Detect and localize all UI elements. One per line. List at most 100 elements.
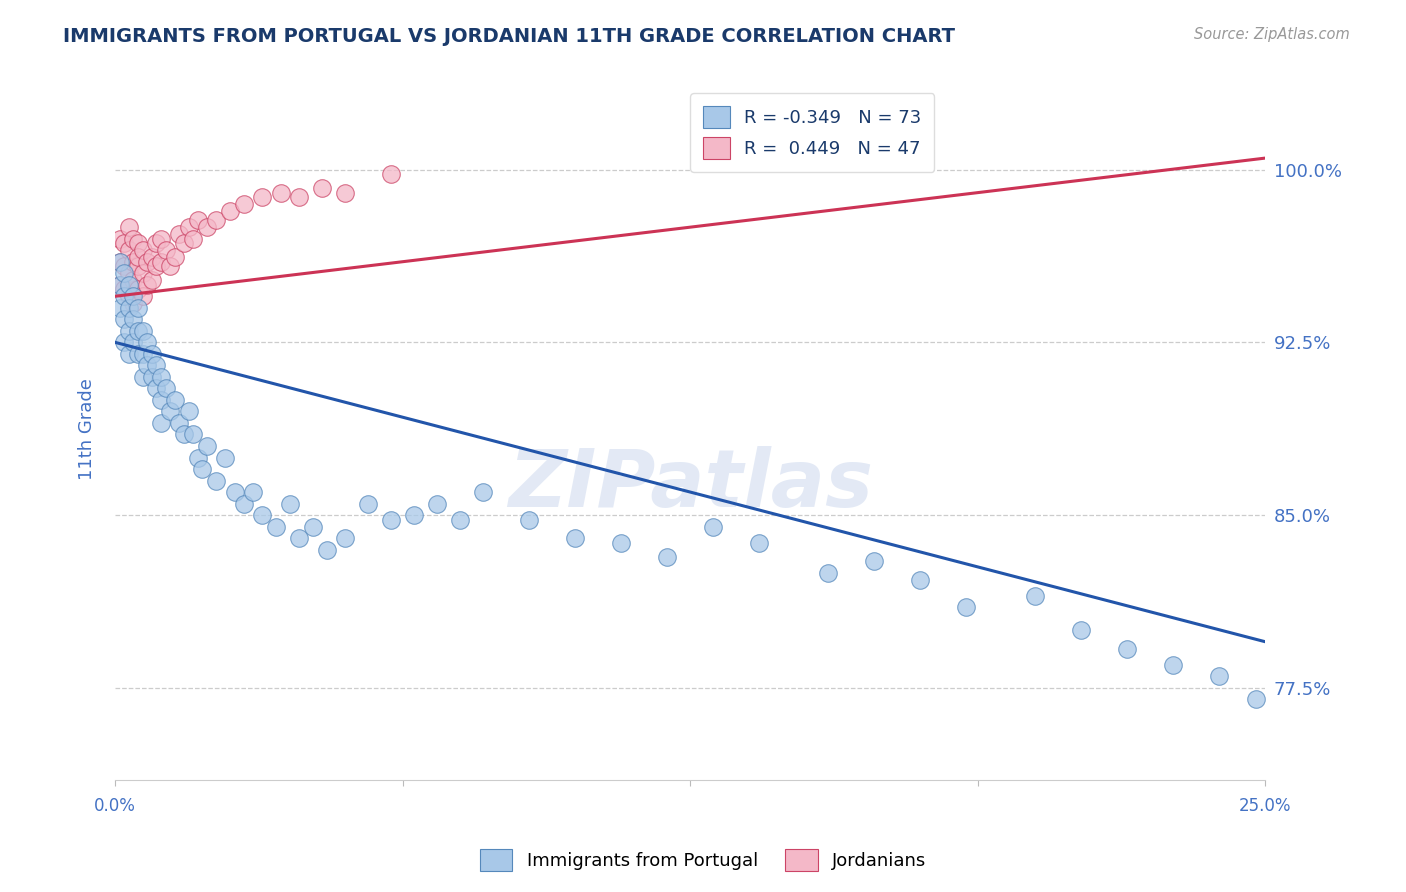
Point — [169, 416, 191, 430]
Point — [155, 381, 177, 395]
Point — [426, 497, 449, 511]
Point — [163, 250, 186, 264]
Point — [112, 266, 135, 280]
Point — [288, 531, 311, 545]
Point — [517, 513, 540, 527]
Point — [910, 573, 932, 587]
Point — [169, 227, 191, 241]
Point — [108, 277, 131, 292]
Point — [195, 220, 218, 235]
Point — [108, 277, 131, 292]
Point — [136, 277, 159, 292]
Point — [278, 497, 301, 511]
Point — [145, 260, 167, 274]
Point — [122, 232, 145, 246]
Point — [127, 324, 149, 338]
Text: ZIPatlas: ZIPatlas — [508, 446, 873, 524]
Text: Source: ZipAtlas.com: Source: ZipAtlas.com — [1194, 27, 1350, 42]
Point — [118, 243, 141, 257]
Point — [252, 508, 274, 522]
Point — [122, 254, 145, 268]
Point — [955, 600, 977, 615]
Point — [141, 370, 163, 384]
Point — [150, 370, 173, 384]
Point — [136, 359, 159, 373]
Point — [380, 167, 402, 181]
Point — [1116, 641, 1139, 656]
Point — [232, 497, 254, 511]
Point — [127, 347, 149, 361]
Point — [122, 296, 145, 310]
Point — [127, 282, 149, 296]
Text: 25.0%: 25.0% — [1239, 797, 1292, 814]
Point — [127, 260, 149, 274]
Point — [112, 260, 135, 274]
Point — [145, 236, 167, 251]
Point — [1208, 669, 1230, 683]
Point — [748, 535, 770, 549]
Point — [177, 220, 200, 235]
Point — [214, 450, 236, 465]
Point — [150, 392, 173, 407]
Point — [136, 254, 159, 268]
Point — [131, 324, 153, 338]
Point — [449, 513, 471, 527]
Point — [333, 531, 356, 545]
Point — [1024, 589, 1046, 603]
Point — [817, 566, 839, 580]
Point — [311, 181, 333, 195]
Point — [1070, 624, 1092, 638]
Point — [232, 197, 254, 211]
Point — [191, 462, 214, 476]
Point — [163, 392, 186, 407]
Point — [224, 485, 246, 500]
Point — [159, 404, 181, 418]
Point — [404, 508, 426, 522]
Point — [108, 254, 131, 268]
Point — [1163, 657, 1185, 672]
Point — [145, 381, 167, 395]
Point — [145, 359, 167, 373]
Point — [195, 439, 218, 453]
Point — [150, 254, 173, 268]
Point — [150, 232, 173, 246]
Point — [181, 427, 204, 442]
Point — [122, 273, 145, 287]
Point — [288, 190, 311, 204]
Point — [173, 427, 195, 442]
Point — [610, 535, 633, 549]
Point — [131, 266, 153, 280]
Point — [219, 204, 242, 219]
Point — [122, 312, 145, 326]
Point — [187, 450, 209, 465]
Point — [112, 335, 135, 350]
Point — [112, 236, 135, 251]
Point — [136, 335, 159, 350]
Point — [112, 282, 135, 296]
Point — [131, 289, 153, 303]
Text: IMMIGRANTS FROM PORTUGAL VS JORDANIAN 11TH GRADE CORRELATION CHART: IMMIGRANTS FROM PORTUGAL VS JORDANIAN 11… — [63, 27, 955, 45]
Legend: R = -0.349   N = 73, R =  0.449   N = 47: R = -0.349 N = 73, R = 0.449 N = 47 — [690, 94, 935, 172]
Y-axis label: 11th Grade: 11th Grade — [79, 378, 96, 480]
Point — [270, 186, 292, 200]
Point — [315, 542, 337, 557]
Point — [252, 190, 274, 204]
Point — [118, 347, 141, 361]
Point — [127, 301, 149, 315]
Point — [333, 186, 356, 200]
Point — [118, 277, 141, 292]
Point — [118, 220, 141, 235]
Point — [242, 485, 264, 500]
Point — [112, 312, 135, 326]
Point — [131, 370, 153, 384]
Point — [131, 347, 153, 361]
Point — [564, 531, 586, 545]
Point — [173, 236, 195, 251]
Point — [131, 243, 153, 257]
Point — [127, 250, 149, 264]
Point — [141, 347, 163, 361]
Point — [863, 554, 886, 568]
Point — [177, 404, 200, 418]
Legend: Immigrants from Portugal, Jordanians: Immigrants from Portugal, Jordanians — [472, 842, 934, 879]
Point — [205, 213, 228, 227]
